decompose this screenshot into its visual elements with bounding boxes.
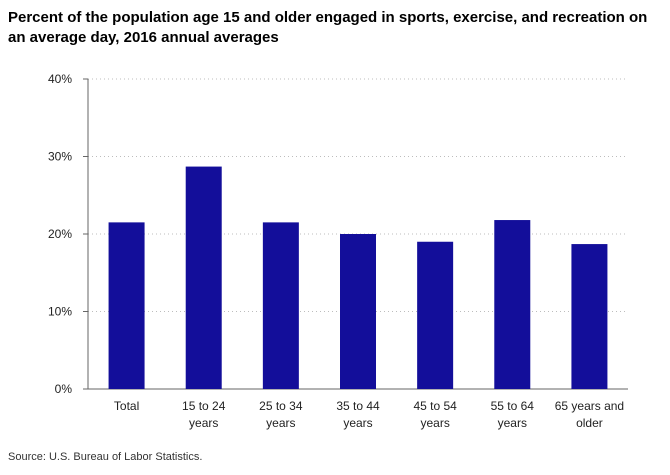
x-tick-label: Total — [114, 399, 139, 413]
y-tick-label: 30% — [48, 150, 72, 164]
source-note: Source: U.S. Bureau of Labor Statistics. — [8, 451, 203, 463]
x-tick-label: 65 years and older — [555, 399, 624, 430]
bar — [262, 222, 299, 389]
x-tick-labels: Total 15 to 24 years 25 to 34 years 35 to 44 y… — [114, 399, 624, 430]
bar — [494, 220, 531, 389]
x-tick-label: 15 to 24 years — [182, 399, 226, 430]
x-tick-label: 35 to 44 years — [336, 399, 380, 430]
y-tick-label: 20% — [48, 227, 72, 241]
x-tick-label: 45 to 54 years — [413, 399, 457, 430]
bar — [417, 241, 454, 389]
y-tick-label: 0% — [55, 382, 73, 396]
bar — [108, 222, 145, 389]
y-tick-label: 10% — [48, 305, 72, 319]
y-tick-label: 40% — [48, 72, 72, 86]
y-tick-labels: 0% 10% 20% 30% 40% — [48, 72, 72, 396]
bar — [571, 244, 608, 389]
bars — [108, 166, 608, 389]
bar — [340, 234, 376, 389]
bar — [185, 166, 222, 389]
chart-title: Percent of the population age 15 and old… — [8, 9, 648, 46]
x-tick-label: 25 to 34 years — [259, 399, 303, 430]
x-tick-label: 55 to 64 years — [491, 399, 535, 430]
